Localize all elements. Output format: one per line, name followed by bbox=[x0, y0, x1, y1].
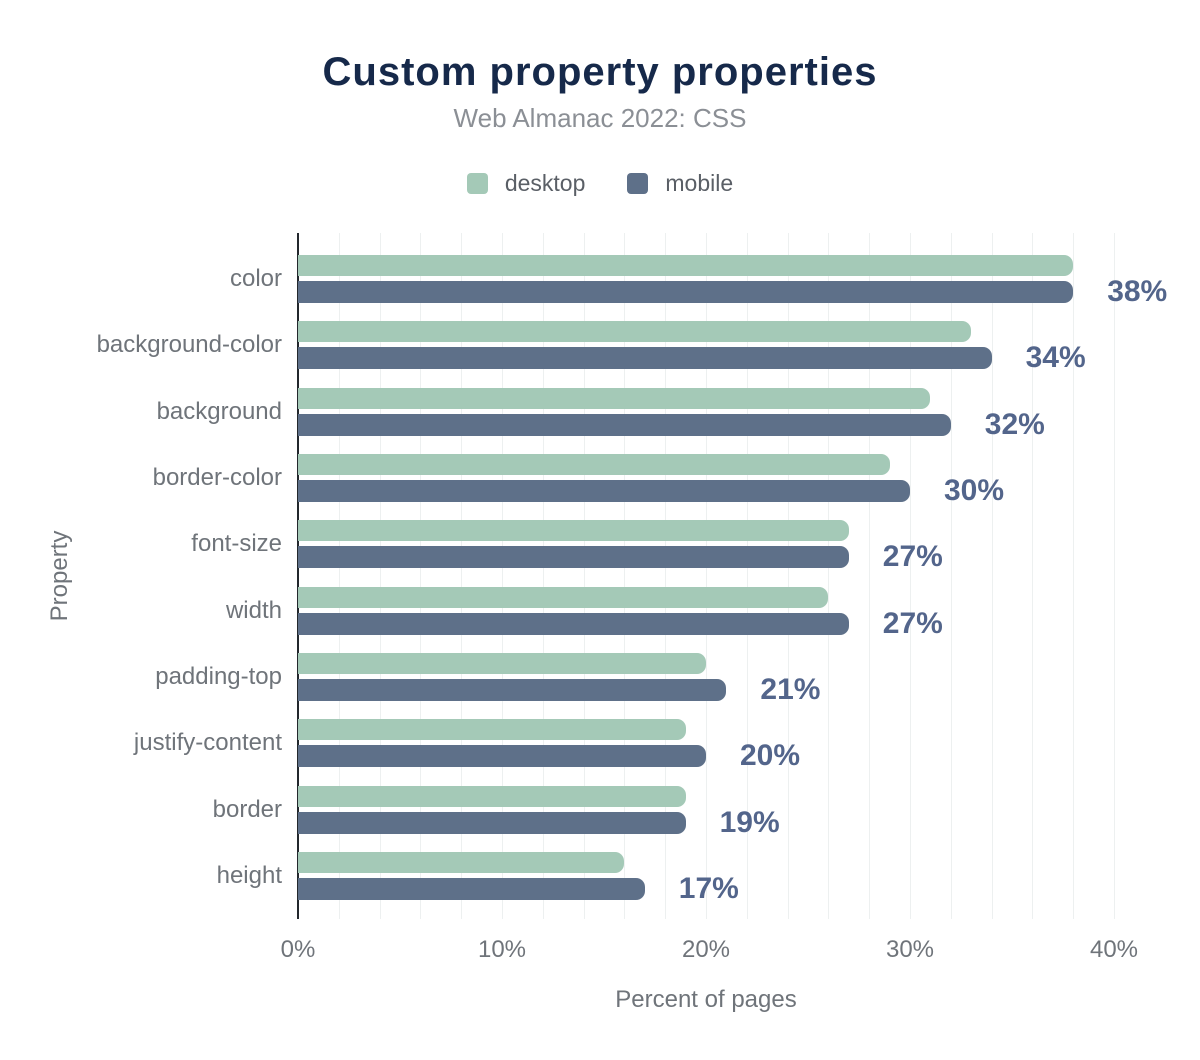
bar-mobile-justify-content bbox=[298, 745, 706, 768]
value-label: 17% bbox=[678, 871, 739, 905]
gridline bbox=[338, 233, 340, 919]
bar-desktop-border-color bbox=[298, 453, 890, 475]
bar-row-justify-content: justify-content 20% bbox=[134, 719, 1114, 772]
category-label: background bbox=[156, 397, 282, 425]
value-label: 20% bbox=[740, 739, 801, 773]
y-axis-line bbox=[297, 233, 299, 919]
bar-desktop-height bbox=[298, 851, 625, 873]
bar-row-padding-top: padding-top 21% bbox=[155, 652, 1114, 706]
legend-item-mobile: mobile bbox=[627, 170, 733, 197]
gridline bbox=[583, 233, 585, 919]
value-label: 21% bbox=[760, 672, 821, 706]
bar-mobile-background-color bbox=[298, 347, 992, 370]
gridline bbox=[1114, 233, 1115, 919]
gridline bbox=[665, 233, 667, 919]
bar-desktop-width bbox=[298, 586, 829, 608]
bar-mobile-background bbox=[298, 413, 951, 436]
legend-label-mobile: mobile bbox=[665, 170, 734, 196]
value-label: 34% bbox=[1025, 341, 1086, 375]
bar-desktop-background-color bbox=[298, 321, 972, 343]
gridline bbox=[1073, 233, 1075, 919]
value-label: 32% bbox=[984, 407, 1045, 441]
bar-row-width: width 27% bbox=[226, 586, 1114, 640]
gridline bbox=[706, 233, 707, 919]
gridline bbox=[950, 233, 952, 919]
bar-desktop-background bbox=[298, 387, 931, 409]
bar-desktop-font-size bbox=[298, 520, 849, 542]
bar-desktop-border bbox=[298, 785, 686, 807]
category-label: padding-top bbox=[155, 662, 282, 690]
chart-subtitle: Web Almanac 2022: CSS bbox=[453, 103, 747, 133]
category-label: justify-content bbox=[133, 729, 282, 757]
bar-mobile-border-color bbox=[298, 479, 910, 502]
value-label: 38% bbox=[1107, 275, 1168, 308]
category-label: height bbox=[216, 861, 282, 889]
bar-desktop-color bbox=[298, 255, 1074, 276]
x-tick-label: 30% bbox=[885, 936, 935, 963]
bar-mobile-width bbox=[298, 612, 849, 635]
bar-row-color: color 38% bbox=[230, 255, 1167, 308]
bar-row-border: border 19% bbox=[213, 785, 1114, 839]
bar-mobile-color bbox=[298, 281, 1074, 303]
bar-mobile-height bbox=[298, 877, 645, 900]
gridline bbox=[1032, 233, 1034, 919]
gridline bbox=[910, 233, 911, 919]
category-label: font-size bbox=[191, 530, 282, 558]
x-axis-title: Percent of pages bbox=[615, 986, 797, 1013]
x-tick-label: 0% bbox=[280, 936, 316, 963]
bar-row-background-color: background-color 34% bbox=[97, 321, 1114, 374]
bar-mobile-border bbox=[298, 811, 686, 834]
bar-desktop-padding-top bbox=[298, 652, 706, 674]
value-label: 27% bbox=[882, 540, 943, 574]
bar-row-background: background 32% bbox=[157, 387, 1114, 441]
value-label: 30% bbox=[944, 473, 1005, 507]
legend-swatch-mobile bbox=[627, 173, 649, 194]
bar-row-border-color: border-color 30% bbox=[153, 453, 1114, 507]
category-label: background-color bbox=[96, 331, 282, 359]
gridline bbox=[828, 233, 830, 919]
legend: desktop mobile bbox=[0, 170, 1200, 197]
y-axis-title: Property bbox=[46, 530, 73, 622]
bar-desktop-justify-content bbox=[298, 719, 686, 741]
category-label: border bbox=[212, 795, 282, 823]
gridline bbox=[461, 233, 463, 919]
gridline bbox=[542, 233, 544, 919]
gridline bbox=[869, 233, 871, 919]
category-label: border-color bbox=[152, 463, 282, 491]
value-label: 27% bbox=[882, 606, 943, 640]
chart-title: Custom property properties bbox=[322, 50, 878, 94]
gridline bbox=[420, 233, 422, 919]
gridline bbox=[624, 233, 626, 919]
bar-row-height: height 17% bbox=[217, 851, 1114, 905]
gridline bbox=[379, 233, 381, 919]
bar-mobile-font-size bbox=[298, 546, 849, 569]
category-label: width bbox=[225, 596, 282, 624]
legend-swatch-desktop bbox=[466, 173, 488, 194]
legend-label-desktop: desktop bbox=[504, 170, 586, 196]
legend-item-desktop: desktop bbox=[466, 170, 586, 197]
gridline bbox=[502, 233, 503, 919]
bar-mobile-padding-top bbox=[298, 678, 727, 701]
x-tick-label: 10% bbox=[477, 936, 527, 963]
x-tick-label: 40% bbox=[1089, 936, 1139, 963]
x-axis-ticks: 0% 10% 20% 30% 40% bbox=[281, 936, 1138, 966]
value-label: 19% bbox=[719, 805, 780, 839]
gridline bbox=[991, 233, 993, 919]
bar-row-font-size: font-size 27% bbox=[191, 520, 1114, 573]
x-tick-label: 20% bbox=[681, 936, 731, 963]
gridline bbox=[787, 233, 789, 919]
plot-area: color 38% background-color 34% background 32%… bbox=[97, 233, 1167, 919]
category-label: color bbox=[229, 265, 282, 292]
gridline bbox=[746, 233, 748, 919]
